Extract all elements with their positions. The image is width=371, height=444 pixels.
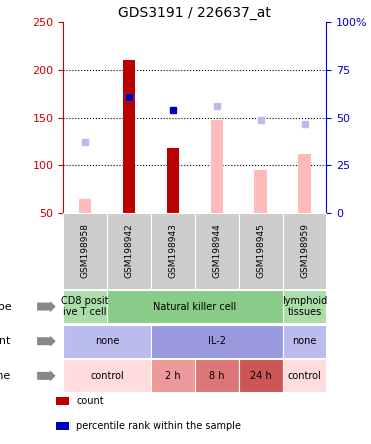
- Text: Natural killer cell: Natural killer cell: [153, 301, 236, 312]
- Bar: [79, 199, 91, 213]
- Text: GSM198958: GSM198958: [81, 223, 89, 278]
- Text: percentile rank within the sample: percentile rank within the sample: [76, 421, 241, 431]
- Text: GSM198943: GSM198943: [168, 223, 177, 278]
- Text: 24 h: 24 h: [250, 371, 272, 381]
- Bar: [255, 170, 267, 213]
- Text: cell type: cell type: [0, 301, 11, 312]
- Title: GDS3191 / 226637_at: GDS3191 / 226637_at: [118, 6, 271, 20]
- Text: 2 h: 2 h: [165, 371, 181, 381]
- Bar: [211, 119, 223, 213]
- Bar: [123, 60, 135, 213]
- Text: count: count: [76, 396, 104, 406]
- Text: none: none: [292, 336, 317, 346]
- Text: GSM198942: GSM198942: [124, 223, 134, 278]
- Text: control: control: [90, 371, 124, 381]
- Text: lymphoid
tissues: lymphoid tissues: [282, 296, 327, 317]
- Text: agent: agent: [0, 336, 11, 346]
- Bar: [298, 154, 311, 213]
- Text: 8 h: 8 h: [209, 371, 224, 381]
- Text: none: none: [95, 336, 119, 346]
- Text: time: time: [0, 371, 11, 381]
- Text: GSM198944: GSM198944: [212, 223, 221, 278]
- Bar: [167, 148, 179, 213]
- Text: CD8 posit
ive T cell: CD8 posit ive T cell: [61, 296, 109, 317]
- Text: control: control: [288, 371, 321, 381]
- Text: GSM198959: GSM198959: [300, 223, 309, 278]
- Text: IL-2: IL-2: [208, 336, 226, 346]
- Text: GSM198945: GSM198945: [256, 223, 265, 278]
